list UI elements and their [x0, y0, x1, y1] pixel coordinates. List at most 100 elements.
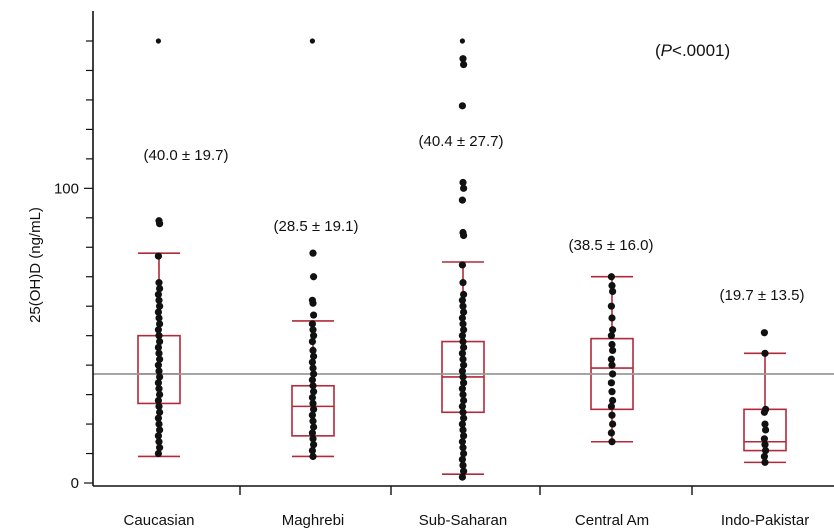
- data-point: [609, 346, 617, 354]
- data-point: [458, 349, 466, 357]
- data-point: [309, 382, 317, 390]
- data-point: [608, 388, 616, 396]
- data-point: [155, 349, 163, 357]
- data-point: [458, 296, 466, 304]
- y-axis-label: 25(OH)D (ng/mL): [27, 207, 44, 323]
- data-point: [762, 426, 770, 434]
- data-point: [760, 408, 769, 416]
- data-point: [460, 184, 468, 192]
- data-point: [460, 60, 468, 69]
- data-point: [309, 249, 317, 257]
- x-tick-label: Sub-Saharan: [419, 512, 507, 529]
- data-point: [458, 367, 466, 375]
- data-point: [762, 446, 770, 455]
- data-point: [309, 346, 317, 354]
- data-point: [155, 438, 163, 446]
- data-point: [156, 320, 164, 328]
- data-point: [608, 438, 616, 446]
- data-point: [155, 420, 163, 428]
- x-tick-label: Caucasian: [124, 512, 195, 529]
- data-point: [607, 379, 616, 387]
- data-point: [308, 411, 316, 419]
- data-point: [308, 376, 316, 384]
- data-point: [459, 355, 467, 363]
- data-point: [760, 435, 769, 443]
- data-point: [459, 373, 467, 381]
- data-point: [154, 343, 162, 352]
- data-point: [309, 299, 317, 307]
- data-point: [308, 337, 316, 346]
- data-point: [155, 314, 163, 322]
- data-point: [607, 332, 616, 340]
- data-point: [460, 343, 468, 352]
- data-point: [155, 402, 163, 410]
- mean-sd-label: (28.5 ± 19.1): [274, 218, 359, 235]
- data-point: [154, 308, 162, 316]
- y-tick-label: 100: [54, 180, 79, 197]
- data-point: [308, 429, 316, 437]
- data-point: [154, 361, 162, 369]
- data-point: [156, 284, 164, 293]
- data-point: [458, 473, 466, 481]
- data-point: [154, 379, 162, 387]
- data-point: [155, 332, 163, 340]
- data-point: [460, 432, 468, 440]
- data-point: [156, 302, 164, 310]
- data-point: [609, 396, 617, 405]
- data-point: [459, 337, 467, 346]
- data-point: [761, 441, 769, 449]
- data-point: [154, 252, 162, 260]
- data-point: [308, 320, 316, 328]
- data-point: [760, 452, 769, 461]
- data-point: [156, 355, 164, 363]
- axes-layer: 0 100 Caucasian Maghrebi Sub-Saharan Central …: [54, 40, 809, 529]
- data-point: [155, 38, 161, 44]
- data-point: [458, 438, 466, 446]
- x-tick-label: Central Am: [575, 512, 649, 529]
- points-layer: [154, 38, 770, 481]
- data-point: [458, 420, 466, 428]
- data-point: [459, 279, 467, 287]
- data-point: [459, 320, 467, 328]
- data-point: [310, 352, 318, 360]
- mean-sd-label: (40.4 ± 27.7): [419, 133, 504, 150]
- data-point: [607, 355, 616, 363]
- data-point: [156, 220, 164, 228]
- data-point: [310, 405, 318, 413]
- data-point: [459, 426, 467, 434]
- data-point: [459, 302, 467, 310]
- data-point: [460, 379, 468, 387]
- data-point: [609, 420, 617, 428]
- p-value-rest: <.0001): [672, 41, 730, 60]
- data-point: [608, 361, 616, 369]
- data-point: [458, 261, 466, 269]
- data-point: [608, 411, 616, 419]
- data-point: [155, 367, 163, 375]
- data-point: [460, 326, 468, 334]
- data-point: [310, 441, 318, 449]
- data-point: [155, 296, 163, 304]
- data-point: [309, 435, 317, 443]
- data-point: [156, 373, 164, 381]
- data-point: [607, 429, 616, 437]
- data-point: [310, 273, 318, 281]
- data-point: [459, 444, 467, 452]
- p-value-open: (: [655, 41, 661, 60]
- data-point: [609, 370, 617, 378]
- data-point: [459, 55, 467, 63]
- data-point: [309, 417, 317, 425]
- data-point: [156, 337, 164, 346]
- data-point: [458, 314, 466, 322]
- data-point: [308, 358, 316, 366]
- data-point: [609, 326, 617, 334]
- data-point: [155, 279, 163, 287]
- data-point: [459, 38, 465, 44]
- data-point: [460, 414, 468, 422]
- data-point: [156, 426, 164, 434]
- p-value-italic: P: [661, 41, 673, 60]
- data-point: [460, 290, 468, 299]
- data-point: [309, 452, 317, 461]
- data-point: [154, 449, 162, 458]
- x-tick-label: Maghrebi: [282, 512, 345, 529]
